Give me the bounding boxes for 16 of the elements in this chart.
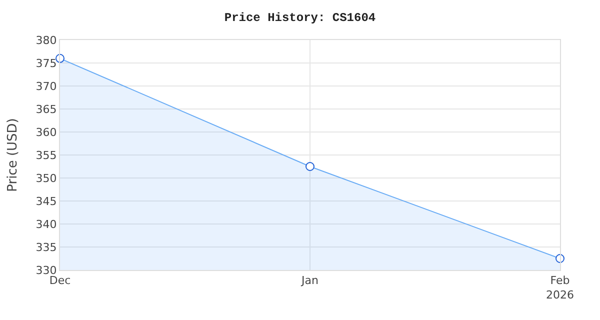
y-tick-label: 365 (36, 102, 57, 116)
y-tick-label: 350 (36, 172, 57, 185)
chart-title: Price History: CS1604 (224, 11, 376, 26)
y-axis-title: Price (USD) (6, 118, 21, 192)
x-tick-label: Dec (49, 274, 71, 288)
y-tick-label: 380 (36, 34, 57, 47)
y-tick-label: 375 (36, 56, 57, 70)
y-tick-label: 355 (36, 148, 57, 162)
y-tick-label: 330 (36, 264, 57, 277)
y-tick-label: 335 (36, 240, 57, 254)
y-tick-label: 360 (36, 126, 57, 139)
y-tick-label: 370 (36, 80, 57, 93)
x-tick-label: Feb 2026 (546, 274, 574, 302)
y-tick-label: 340 (36, 218, 57, 231)
y-tick-label: 345 (36, 194, 57, 208)
x-tick-label: Jan (300, 274, 318, 288)
